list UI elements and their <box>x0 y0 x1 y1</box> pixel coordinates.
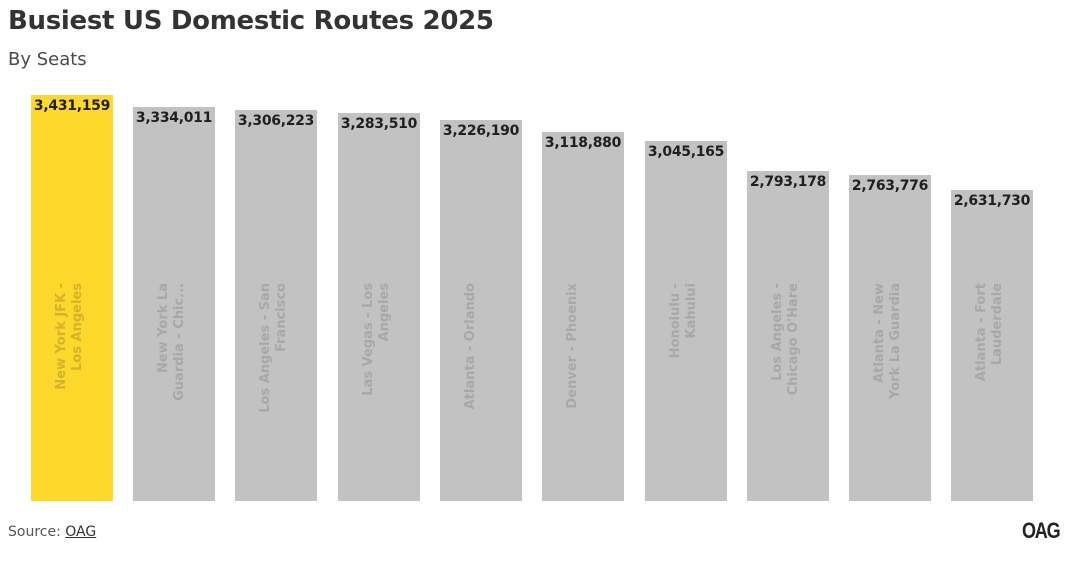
bar-new-york-la-guardia-chicago[interactable]: 3,334,011 New York La Guardia - Chic... <box>133 107 215 501</box>
bar-value: 3,118,880 <box>544 135 622 151</box>
bar-value: 2,631,730 <box>953 193 1031 209</box>
bar-label: Atlanta - Orlando <box>463 283 478 410</box>
bar-value: 3,306,223 <box>237 113 315 129</box>
bar-label: New York La Guardia - Chic... <box>156 283 187 401</box>
bar-label: Denver - Phoenix <box>565 283 580 409</box>
bar-new-york-jfk-los-angeles[interactable]: 3,431,159 New York JFK - Los Angeles <box>31 95 113 501</box>
bar-label: Atlanta - Fort Lauderdale <box>974 283 1005 382</box>
source-note: Source: OAG <box>8 524 96 540</box>
bar-value: 3,431,159 <box>33 98 111 114</box>
bar-los-angeles-chicago-ohare[interactable]: 2,793,178 Los Angeles - Chicago O'Hare <box>747 171 829 501</box>
bar-label: Honolulu - Kahului <box>668 283 699 359</box>
bar-atlanta-new-york-la-guardia[interactable]: 2,763,776 Atlanta - New York La Guardia <box>849 175 931 501</box>
bar-atlanta-orlando[interactable]: 3,226,190 Atlanta - Orlando <box>440 120 522 501</box>
bar-atlanta-fort-lauderdale[interactable]: 2,631,730 Atlanta - Fort Lauderdale <box>951 190 1033 501</box>
bar-las-vegas-los-angeles[interactable]: 3,283,510 Las Vegas - Los Angeles <box>338 113 420 501</box>
bar-value: 3,045,165 <box>647 144 725 160</box>
source-link[interactable]: OAG <box>65 524 97 540</box>
bar-value: 3,226,190 <box>442 123 520 139</box>
bar-denver-phoenix[interactable]: 3,118,880 Denver - Phoenix <box>542 132 624 501</box>
oag-logo: OAG <box>1022 518 1061 543</box>
source-prefix: Source: <box>8 524 66 540</box>
bar-label: New York JFK - Los Angeles <box>54 283 85 390</box>
bar-honolulu-kahului[interactable]: 3,045,165 Honolulu - Kahului <box>645 141 727 501</box>
bar-label: Las Vegas - Los Angeles <box>361 283 392 396</box>
bar-label: Los Angeles - San Francisco <box>258 283 289 413</box>
bar-value: 3,334,011 <box>135 110 213 126</box>
bar-label: Atlanta - New York La Guardia <box>872 283 903 399</box>
chart-subtitle: By Seats <box>8 49 87 70</box>
bar-value: 2,763,776 <box>851 178 929 194</box>
bar-label: Los Angeles - Chicago O'Hare <box>770 283 801 396</box>
bar-los-angeles-san-francisco[interactable]: 3,306,223 Los Angeles - San Francisco <box>235 110 317 501</box>
bar-value: 2,793,178 <box>749 174 827 190</box>
chart-title: Busiest US Domestic Routes 2025 <box>8 6 494 36</box>
bar-value: 3,283,510 <box>340 116 418 132</box>
